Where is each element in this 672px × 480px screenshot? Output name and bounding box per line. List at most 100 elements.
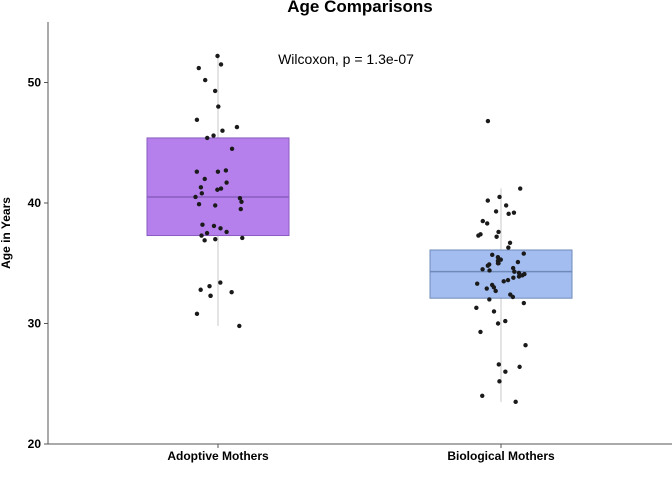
data-point xyxy=(485,263,491,268)
data-point xyxy=(199,191,205,196)
data-point xyxy=(493,209,499,214)
data-point xyxy=(205,135,210,141)
data-point xyxy=(215,169,221,174)
data-point xyxy=(218,186,224,191)
data-point xyxy=(237,195,243,201)
data-point xyxy=(478,329,483,335)
data-point xyxy=(223,168,229,173)
data-point xyxy=(494,234,499,239)
data-point xyxy=(480,393,485,398)
data-point xyxy=(211,223,217,229)
data-point xyxy=(216,104,221,109)
data-point xyxy=(196,202,202,207)
data-point xyxy=(194,117,200,123)
data-point xyxy=(521,251,526,256)
data-point xyxy=(515,259,521,265)
data-point xyxy=(215,187,220,192)
data-point xyxy=(196,65,201,71)
data-point xyxy=(220,128,225,133)
data-point xyxy=(495,255,501,260)
data-point xyxy=(517,364,522,370)
data-point xyxy=(487,297,492,302)
data-point xyxy=(506,211,511,217)
data-point xyxy=(510,294,516,300)
data-point xyxy=(513,399,518,405)
data-point xyxy=(485,198,491,203)
data-point xyxy=(497,194,502,200)
data-point xyxy=(493,288,498,294)
box-iqr xyxy=(429,249,573,299)
data-point xyxy=(240,235,245,241)
data-point xyxy=(496,362,502,367)
data-point xyxy=(520,273,525,278)
wilcoxon-annotation: Wilcoxon, p = 1.3e-07 xyxy=(278,51,414,67)
data-point xyxy=(485,118,491,124)
data-point xyxy=(193,194,198,200)
data-point xyxy=(234,124,240,130)
data-point xyxy=(495,321,501,326)
data-point xyxy=(480,218,486,224)
data-point xyxy=(212,88,218,94)
data-point xyxy=(510,265,516,271)
data-point xyxy=(512,269,517,274)
data-point xyxy=(218,280,223,285)
data-point xyxy=(194,169,200,174)
data-point xyxy=(474,305,479,311)
x-tick-label: Biological Mothers xyxy=(447,449,555,463)
data-point xyxy=(238,206,243,212)
data-point xyxy=(503,203,509,208)
data-point xyxy=(202,238,207,243)
data-point xyxy=(523,342,528,348)
data-point xyxy=(215,53,220,59)
box-iqr xyxy=(146,137,290,237)
data-point xyxy=(218,226,223,231)
data-point xyxy=(503,369,508,374)
data-point xyxy=(490,252,495,258)
data-point xyxy=(480,267,485,272)
data-point xyxy=(518,186,523,191)
y-axis-title: Age in Years xyxy=(0,197,13,269)
data-point xyxy=(229,146,235,151)
data-point xyxy=(484,221,490,226)
data-point xyxy=(199,233,204,238)
data-point xyxy=(194,311,200,317)
plot-area: 20 30 40 50 Adoptive Mothers Biological Mothe… xyxy=(28,22,672,463)
data-point xyxy=(511,275,516,280)
data-point xyxy=(521,300,527,306)
data-point xyxy=(229,289,234,295)
data-point xyxy=(204,230,210,236)
data-point xyxy=(213,236,218,242)
chart-title: Age Comparisons xyxy=(287,0,432,16)
data-point xyxy=(218,62,224,67)
data-point xyxy=(511,210,517,215)
data-point xyxy=(506,245,511,250)
y-tick-label: 20 xyxy=(28,437,42,451)
data-point xyxy=(516,274,522,279)
data-point xyxy=(198,287,203,292)
data-point xyxy=(507,240,513,245)
data-point xyxy=(476,233,481,238)
x-tick-label: Adoptive Mothers xyxy=(167,449,269,463)
data-point xyxy=(237,323,242,329)
data-point xyxy=(202,77,208,83)
data-point xyxy=(224,180,229,185)
data-point xyxy=(491,309,497,314)
y-tick-label: 50 xyxy=(28,76,42,90)
data-point xyxy=(501,279,506,284)
data-point xyxy=(516,270,522,276)
data-point xyxy=(198,185,204,190)
data-point xyxy=(484,286,489,291)
data-point xyxy=(497,379,502,384)
data-point xyxy=(213,203,218,208)
data-point xyxy=(496,229,501,235)
data-point xyxy=(208,293,213,298)
data-point xyxy=(503,318,508,324)
data-point xyxy=(505,277,511,283)
data-point xyxy=(475,281,480,286)
data-point xyxy=(207,283,212,289)
data-point xyxy=(487,268,492,273)
y-tick-label: 40 xyxy=(28,196,42,210)
data-point xyxy=(224,229,229,235)
data-point xyxy=(200,222,205,227)
